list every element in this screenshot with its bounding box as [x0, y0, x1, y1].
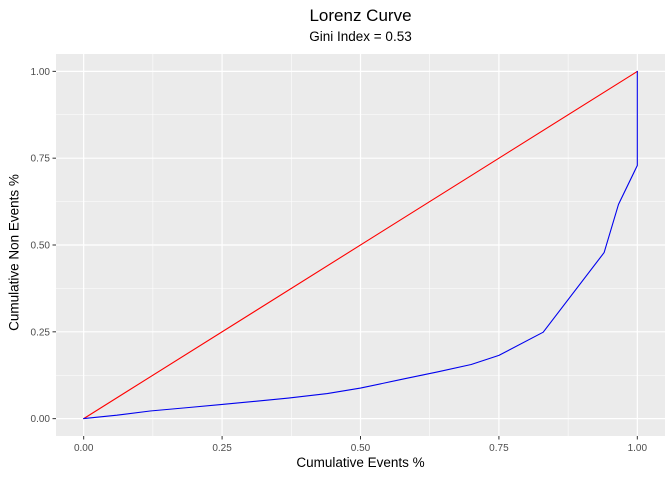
y-tick-label: 0.50 [31, 241, 51, 252]
x-tick-label: 1.00 [628, 443, 648, 454]
y-tick-label: 0.25 [31, 327, 51, 338]
plot-subtitle: Gini Index = 0.53 [309, 29, 412, 44]
plot-title: Lorenz Curve [309, 6, 412, 25]
x-tick-label: 0.75 [489, 443, 509, 454]
y-tick-label: 0.00 [31, 414, 51, 425]
line-of-equality [83, 70, 638, 420]
x-tick-label: 0.00 [74, 443, 94, 454]
y-tick-label: 0.75 [31, 154, 51, 165]
y-axis-title: Cumulative Non Events % [6, 174, 22, 331]
x-axis-title: Cumulative Events % [296, 455, 425, 470]
x-tick-label: 0.25 [212, 443, 232, 454]
lorenz-curve [83, 70, 638, 420]
y-tick-label: 1.00 [31, 67, 51, 78]
x-tick-label: 0.50 [351, 443, 371, 454]
